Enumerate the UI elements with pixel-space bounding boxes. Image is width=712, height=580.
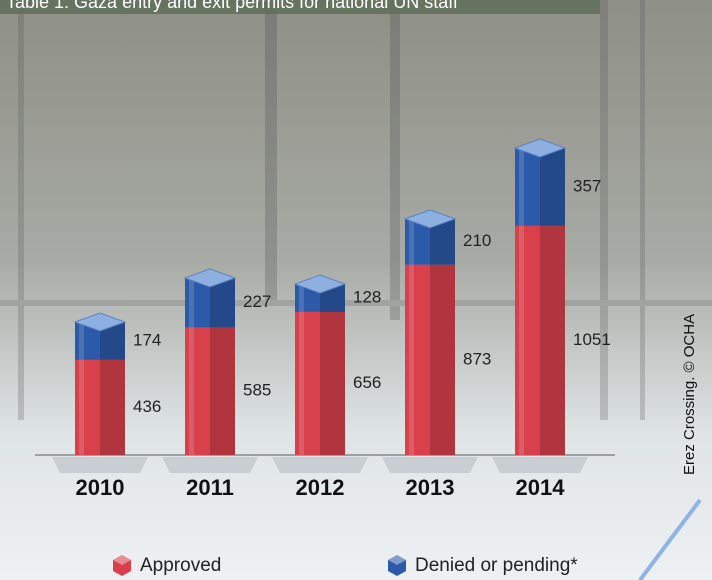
bar-shade [320,311,345,455]
legend-label: Approved [140,555,221,576]
legend-label: Denied or pending* [415,555,578,576]
x-tick-label: 2012 [296,475,345,500]
bar-segment [515,225,565,455]
bar-shade [100,359,125,455]
bar-base [52,457,148,473]
bar-highlight [189,327,194,455]
value-label: 1051 [573,330,611,349]
legend-swatch-top [388,555,406,565]
bar-shade [210,277,235,328]
bar-top [293,274,347,294]
bar-shade [430,264,455,455]
bar-shade [540,148,565,226]
bar-highlight [189,277,194,328]
value-label: 436 [133,397,161,416]
value-label: 227 [243,292,271,311]
value-label: 210 [463,231,491,250]
bar-highlight [409,218,414,265]
bar-segment [185,327,235,455]
bar-highlight [519,148,524,226]
bar-highlight [299,284,304,312]
bar-shade [540,225,565,455]
fence [0,0,712,420]
x-tick-label: 2013 [406,475,455,500]
value-label: 128 [353,287,381,306]
value-label: 873 [463,349,491,368]
photo-credit: Erez Crossing. © OCHA [681,314,698,475]
bar-base [272,457,368,473]
bar-highlight [79,321,84,360]
bar-base [492,457,588,473]
legend-swatch [113,555,131,576]
chart-title: Table 1: Gaza entry and exit permits for… [6,0,459,12]
bar-highlight [519,225,524,455]
bar-shade [210,327,235,455]
bar-segment [405,264,455,455]
bar-segment [75,359,125,455]
x-tick-label: 2011 [186,475,234,500]
bar-top [73,312,127,332]
bar-base [382,457,478,473]
legend-swatch-top [113,555,131,565]
bar-highlight [79,359,84,455]
bar-segment [295,311,345,455]
value-label: 585 [243,381,271,400]
bar-top [183,268,237,288]
x-tick-label: 2010 [76,475,125,500]
map-line [638,498,702,580]
bar-base [162,457,258,473]
legend-swatch [388,555,406,576]
bar-top [403,209,457,229]
value-label: 357 [573,176,601,195]
bar-highlight [409,264,414,455]
x-tick-label: 2014 [516,475,566,500]
value-label: 656 [353,373,381,392]
value-label: 174 [133,330,161,349]
bar-highlight [299,311,304,455]
bar-segment [515,148,565,226]
title-bar [0,0,600,14]
bar-top [513,138,567,158]
